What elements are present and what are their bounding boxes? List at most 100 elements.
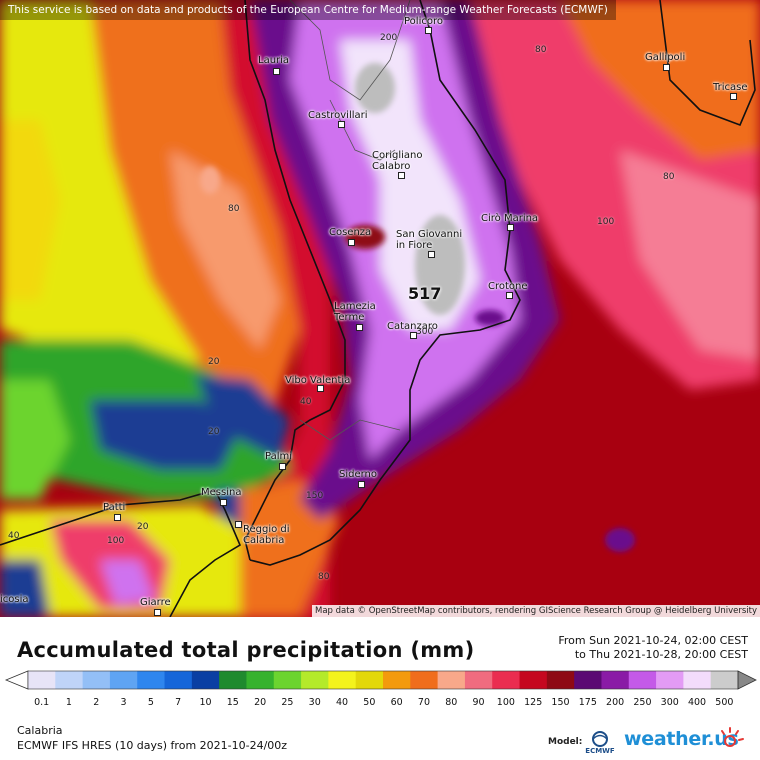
scale-swatch (683, 671, 712, 689)
scale-swatch (492, 671, 521, 689)
scale-tick-label: 5 (147, 697, 154, 708)
field-grey-core-south (415, 215, 465, 315)
contour-label: 40 (8, 531, 20, 541)
scale-swatch (519, 671, 548, 689)
field-blue-core-1 (90, 400, 240, 470)
contour-label: 40 (300, 397, 312, 407)
ecmwf-logo-text: ECMWF (585, 747, 615, 755)
scale-tick-label: 250 (633, 697, 652, 708)
field-cosenza-core (345, 225, 385, 249)
city-dot-messina (220, 499, 227, 506)
scale-tick-label: 10 (199, 697, 212, 708)
precipitation-field (0, 0, 760, 617)
scale-swatch (82, 671, 111, 689)
city-dot-siderno (358, 481, 365, 488)
field-purple-spot-crotone (475, 310, 505, 326)
scale-tick-label: 15 (226, 697, 239, 708)
field-blue-sicily (0, 560, 50, 617)
city-dot-tricase (730, 93, 737, 100)
scale-arrow-right (737, 670, 757, 690)
coast-tyrrhenian (244, 0, 346, 561)
scale-tick-label: 1 (65, 697, 72, 708)
scale-swatch (137, 671, 166, 689)
city-label-palmi: Palmi (265, 451, 293, 462)
city-label-reggio: Reggio di Calabria (243, 524, 290, 546)
field-lightgreen-southwest (0, 380, 70, 500)
city-dot-lauria (273, 68, 280, 75)
scale-swatch (164, 671, 193, 689)
scale-swatch (383, 671, 411, 689)
scale-tick-label: 20 (254, 697, 267, 708)
sun-icon (721, 727, 744, 747)
city-label-messina: Messina (201, 487, 242, 498)
city-label-ciro-marina: Cirò Marina (481, 213, 539, 224)
city-label-vibo: Vibo Valentia (285, 375, 351, 386)
scale-tick-label: 500 (715, 697, 734, 708)
city-label-lauria: Lauria (258, 55, 290, 66)
city-label-icosia: icosia (0, 594, 29, 605)
scale-swatch (710, 671, 739, 689)
city-dot-lamezia (356, 324, 363, 331)
city-dot-castrovillari (338, 121, 345, 128)
contour-label: 80 (228, 204, 240, 214)
contour-label: 80 (535, 45, 547, 55)
contour-label: 100 (107, 536, 125, 546)
city-dot-ciro-marina (507, 224, 514, 231)
scale-tick-label: 2 (93, 697, 100, 708)
ecmwf-logo: ECMWF (580, 729, 620, 755)
time-period: From Sun 2021-10-24, 02:00 CEST to Thu 2… (558, 634, 748, 662)
coastlines (0, 0, 756, 617)
city-label-siderno: Siderno (339, 469, 378, 480)
border-basilicata (289, 0, 411, 101)
legend-footer: Accumulated total precipitation (mm) Fro… (0, 617, 760, 760)
contour-label: 20 (208, 427, 220, 437)
field-orange-northeast (560, 0, 760, 160)
scale-swatch (574, 671, 602, 689)
scale-arrow-left (4, 670, 29, 690)
contour-label: 20 (137, 522, 149, 532)
city-label-policoro: Policoro (404, 16, 443, 27)
scale-tick-label: 60 (390, 697, 403, 708)
field-yellow-darker (0, 120, 60, 300)
city-dot-reggio (235, 521, 242, 528)
scale-swatch (28, 671, 56, 689)
contour-label: 200 (380, 33, 398, 43)
scale-tick-label: 300 (660, 697, 679, 708)
scale-tick-label: 125 (524, 697, 543, 708)
city-label-gallipoli: Gallipoli (645, 52, 686, 63)
scale-tick-label: 175 (578, 697, 597, 708)
scale-swatch (273, 671, 302, 689)
map-attribution[interactable]: Map data © OpenStreetMap contributors, r… (312, 605, 760, 617)
scale-tick-label: 200 (606, 697, 625, 708)
scale-tick-label: 90 (472, 697, 485, 708)
city-dot-policoro (425, 27, 432, 34)
model-label: Model: (548, 737, 583, 747)
scale-swatch (464, 671, 493, 689)
scale-tick-label: 40 (335, 697, 349, 708)
city-dot-catanzaro (410, 332, 417, 339)
scale-swatch (328, 671, 357, 689)
scale-swatch (410, 671, 439, 689)
scale-swatch (246, 671, 275, 689)
city-dot-san-giovanni (428, 251, 435, 258)
precipitation-map[interactable]: This service is based on data and produc… (0, 0, 760, 617)
scale-swatch (191, 671, 220, 689)
field-purple-spot-southeast (605, 528, 635, 552)
scale-swatch (656, 671, 684, 689)
field-yellow-west (0, 0, 200, 380)
scale-tick-label: 50 (363, 697, 376, 708)
model-run: ECMWF IFS HRES (10 days) from 2021-10-24… (17, 739, 288, 752)
contour-label: 150 (306, 491, 324, 501)
city-dot-crotone (506, 292, 513, 299)
scale-tick-label: 150 (551, 697, 570, 708)
scale-tick-label: 100 (496, 697, 515, 708)
contour-label: 80 (663, 172, 675, 182)
field-salmon-spot (200, 166, 220, 194)
contour-label: 80 (318, 572, 330, 582)
brand-logo[interactable]: weather.us (624, 728, 739, 750)
scale-swatch (109, 671, 138, 689)
contour-label: 300 (416, 327, 434, 337)
ecmwf-logo-icon (592, 731, 608, 747)
max-value-label: 517 (408, 284, 442, 303)
period-from: From Sun 2021-10-24, 02:00 CEST (558, 634, 748, 647)
